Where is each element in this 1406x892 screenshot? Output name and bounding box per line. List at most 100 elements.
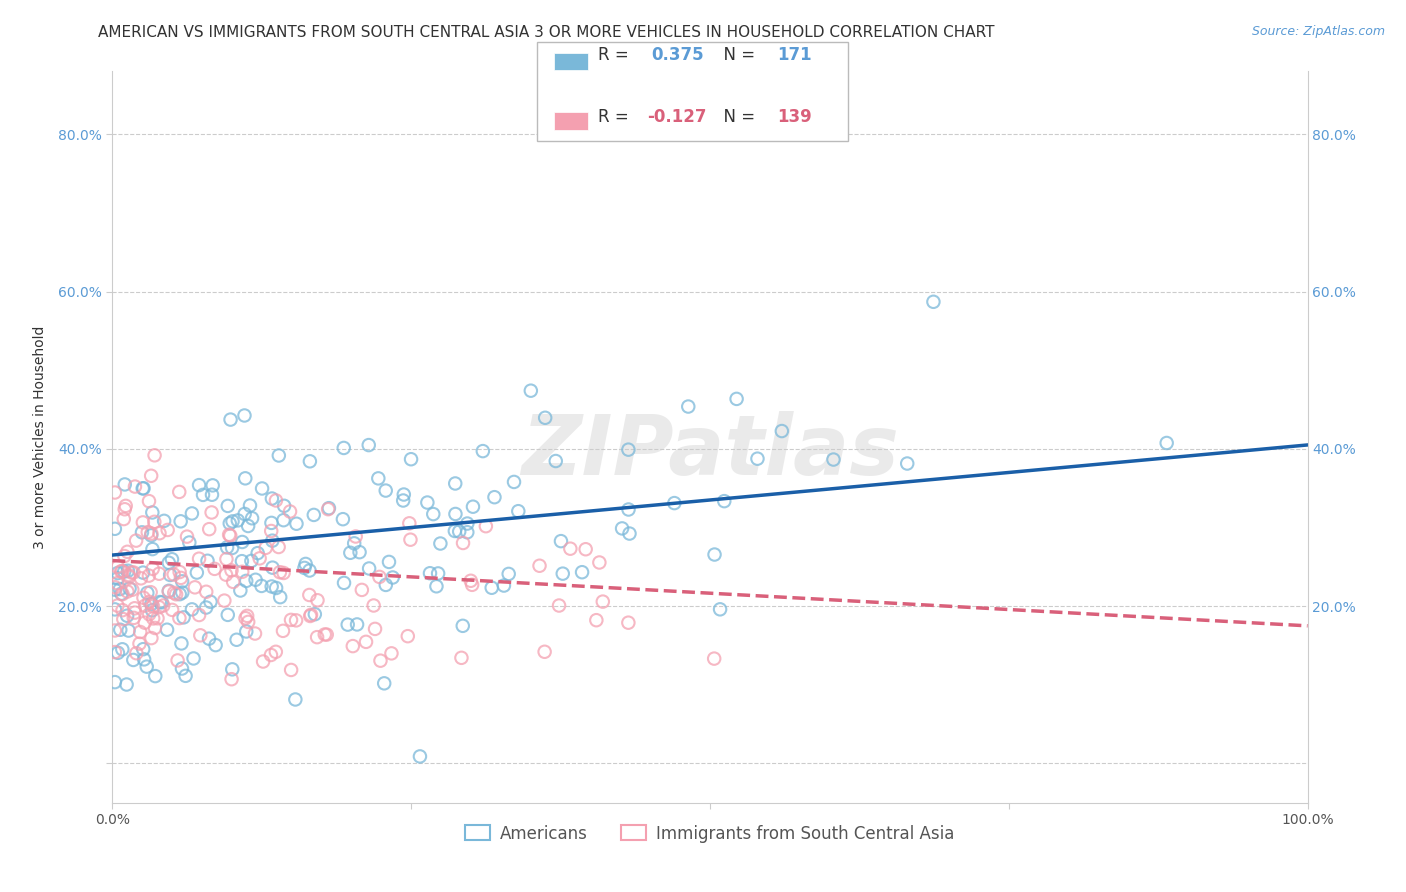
Point: [550, 534, 572, 549]
Point: [122, 566, 145, 580]
Point: [551, 566, 574, 581]
Point: [125, 646, 148, 660]
Point: [112, 612, 135, 626]
Point: [294, 561, 316, 575]
Point: [273, 513, 295, 527]
Point: [747, 451, 769, 466]
Point: [585, 613, 607, 627]
Point: [231, 535, 253, 549]
Point: [141, 506, 163, 520]
Point: [148, 566, 170, 581]
Point: [141, 528, 163, 542]
Point: [221, 541, 243, 555]
Point: [235, 624, 257, 639]
Point: [138, 595, 160, 609]
Point: [132, 482, 155, 496]
Point: [117, 624, 139, 638]
Point: [104, 582, 127, 597]
Point: [444, 476, 467, 491]
Point: [332, 441, 354, 455]
Point: [236, 519, 259, 533]
Point: [264, 493, 287, 508]
Point: [236, 608, 259, 623]
Point: [529, 558, 551, 573]
Point: [217, 607, 239, 622]
Point: [124, 601, 146, 615]
Point: [107, 571, 129, 585]
Point: [492, 578, 515, 592]
Point: [143, 448, 166, 462]
Point: [118, 570, 141, 584]
Point: [204, 562, 226, 576]
Text: R =: R =: [598, 46, 638, 64]
Point: [167, 484, 190, 499]
Point: [302, 508, 325, 522]
Point: [461, 578, 484, 592]
Point: [314, 627, 336, 641]
Point: [132, 642, 155, 657]
Point: [278, 504, 301, 518]
Point: [416, 495, 439, 509]
Point: [225, 632, 247, 647]
Point: [368, 570, 391, 584]
Point: [429, 536, 451, 550]
Point: [218, 516, 240, 531]
Point: [725, 392, 748, 406]
Point: [215, 567, 238, 582]
Point: [285, 516, 308, 531]
Point: [149, 595, 172, 609]
Point: [129, 571, 152, 585]
Point: [709, 602, 731, 616]
Point: [294, 557, 316, 571]
Point: [142, 562, 165, 576]
Point: [163, 567, 186, 582]
Point: [610, 521, 633, 535]
Point: [117, 545, 139, 559]
Point: [316, 502, 339, 516]
Point: [307, 593, 329, 607]
Point: [264, 581, 287, 595]
Point: [364, 622, 387, 636]
Point: [129, 624, 152, 639]
Point: [456, 525, 478, 540]
Point: [617, 502, 640, 516]
Point: [111, 642, 134, 657]
Point: [231, 554, 253, 568]
Point: [110, 564, 132, 578]
Point: [198, 632, 221, 646]
Point: [160, 552, 183, 566]
Point: [124, 479, 146, 493]
Point: [134, 615, 156, 630]
Point: [152, 599, 174, 613]
Point: [548, 599, 571, 613]
Point: [713, 494, 735, 508]
Point: [315, 627, 337, 641]
Point: [419, 566, 441, 581]
Point: [304, 607, 326, 622]
Point: [399, 452, 422, 467]
Point: [1156, 436, 1178, 450]
Point: [374, 578, 396, 592]
Point: [240, 554, 263, 568]
Point: [172, 585, 194, 599]
Point: [703, 651, 725, 665]
Point: [560, 541, 582, 556]
Point: [425, 579, 447, 593]
Point: [444, 507, 467, 521]
Point: [339, 546, 361, 560]
Point: [121, 582, 143, 597]
Point: [350, 582, 373, 597]
Point: [617, 615, 640, 630]
Point: [222, 574, 245, 589]
Point: [150, 595, 173, 609]
Point: [157, 584, 180, 599]
Point: [298, 588, 321, 602]
Point: [166, 653, 188, 667]
Point: [588, 556, 610, 570]
Point: [460, 574, 482, 588]
Point: [450, 650, 472, 665]
Point: [285, 613, 308, 627]
Point: [169, 565, 191, 579]
Point: [132, 481, 155, 495]
Point: [367, 471, 389, 485]
